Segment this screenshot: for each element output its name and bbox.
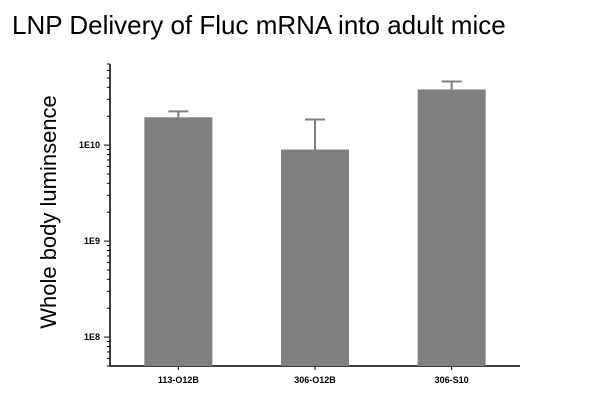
y-axis-title: Whole body luminsence bbox=[36, 95, 61, 329]
bar bbox=[144, 117, 213, 366]
x-tick-label: 306-O12B bbox=[294, 375, 336, 385]
bars bbox=[144, 89, 486, 366]
bar bbox=[281, 149, 349, 366]
x-tick-label: 306-S10 bbox=[435, 375, 469, 385]
y-tick-label: 1E8 bbox=[84, 332, 100, 342]
bar bbox=[417, 89, 486, 366]
x-tick-label: 113-O12B bbox=[158, 375, 200, 385]
y-tick-label: 1E9 bbox=[84, 236, 100, 246]
labels: 1E8 1E9 1E10 113-O12B 306-O12B 306-S10 bbox=[79, 140, 469, 385]
chart-title: LNP Delivery of Fluc mRNA into adult mic… bbox=[12, 10, 506, 40]
y-tick-label: 1E10 bbox=[79, 140, 100, 150]
error-bars bbox=[168, 80, 462, 150]
